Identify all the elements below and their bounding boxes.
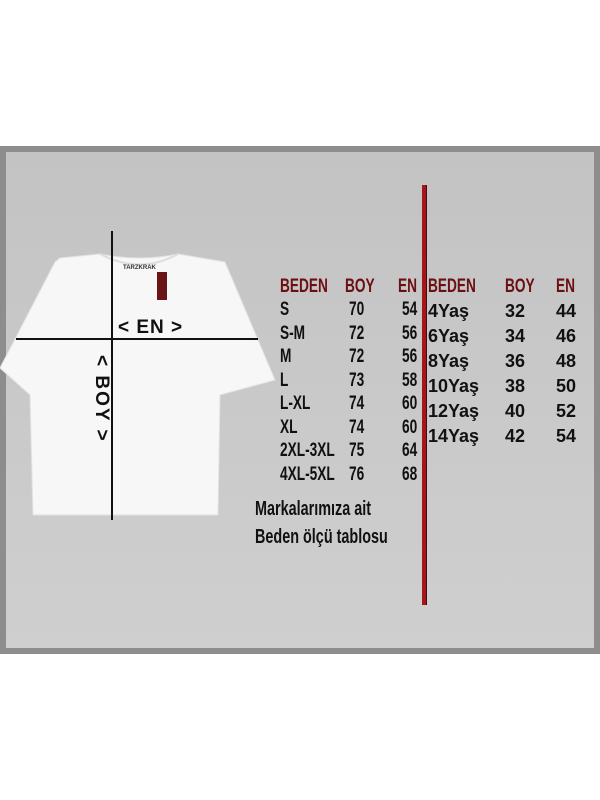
adult-cell: 74 (349, 416, 365, 438)
kids-cell: 46 (556, 326, 577, 346)
kids-cell: 34 (505, 326, 526, 346)
kids-cell: 10Yaş (428, 376, 480, 396)
caption-line-1: Markalarımıza ait (255, 498, 372, 520)
adult-cell: XL (280, 416, 298, 438)
adult-cell: 4XL-5XL (280, 463, 335, 485)
brand-label: TARZKRAK (123, 265, 156, 271)
adult-cell: 72 (349, 322, 365, 344)
kids-cell: 52 (556, 401, 577, 421)
adult-cell: 56 (402, 322, 418, 344)
kids-cell: 8Yaş (428, 351, 470, 371)
adult-cell: 72 (349, 346, 365, 367)
kids-header-boy: BOY (505, 276, 535, 297)
kids-cell: 6Yaş (428, 326, 470, 346)
adult-cell: 76 (349, 463, 365, 485)
kids-cell: 14Yaş (428, 426, 480, 446)
adult-cell: 58 (402, 369, 418, 391)
adult-cell: L (280, 369, 289, 391)
kids-header-en: EN (556, 276, 576, 297)
tshirt-tag (157, 272, 167, 300)
adult-cell: L-XL (280, 393, 311, 414)
kids-cell: 42 (505, 426, 526, 446)
kids-header-beden: BEDEN (428, 276, 476, 297)
kids-cell: 4Yaş (428, 301, 470, 321)
adult-cell: 60 (402, 416, 418, 438)
kids-cell: 38 (505, 376, 526, 396)
kids-cell: 36 (505, 351, 526, 371)
adult-cell: 73 (349, 369, 365, 391)
adult-cell: M (280, 346, 292, 367)
adult-cell: 74 (349, 393, 365, 414)
adult-header-boy: BOY (345, 276, 375, 297)
tshirt-shape (0, 253, 276, 516)
kids-cell: 40 (505, 401, 526, 421)
kids-cell: 54 (556, 426, 577, 446)
adult-header-en: EN (398, 276, 418, 297)
adult-cell: 60 (402, 393, 418, 414)
adult-cell: 54 (402, 299, 418, 320)
tshirt-collar (99, 253, 179, 266)
kids-cell: 44 (556, 301, 577, 321)
adult-cell: S (280, 299, 290, 320)
adult-header-beden: BEDEN (280, 276, 328, 297)
length-label: < BOY > (91, 355, 112, 443)
size-chart-panel (0, 146, 600, 654)
kids-cell: 48 (556, 351, 577, 371)
adult-cell: 2XL-3XL (280, 440, 335, 461)
adult-cell: 68 (402, 463, 418, 485)
adult-cell: 64 (402, 440, 418, 461)
caption-line-2: Beden ölçü tablosu (255, 526, 388, 548)
table-divider (422, 185, 426, 605)
adult-cell: 56 (402, 346, 418, 367)
kids-cell: 12Yaş (428, 401, 480, 421)
adult-cell: S-M (280, 322, 306, 344)
kids-cell: 50 (556, 376, 577, 396)
width-label: < EN > (118, 317, 184, 338)
adult-cell: 70 (349, 299, 365, 320)
kids-cell: 32 (505, 301, 526, 321)
adult-cell: 75 (349, 440, 365, 461)
